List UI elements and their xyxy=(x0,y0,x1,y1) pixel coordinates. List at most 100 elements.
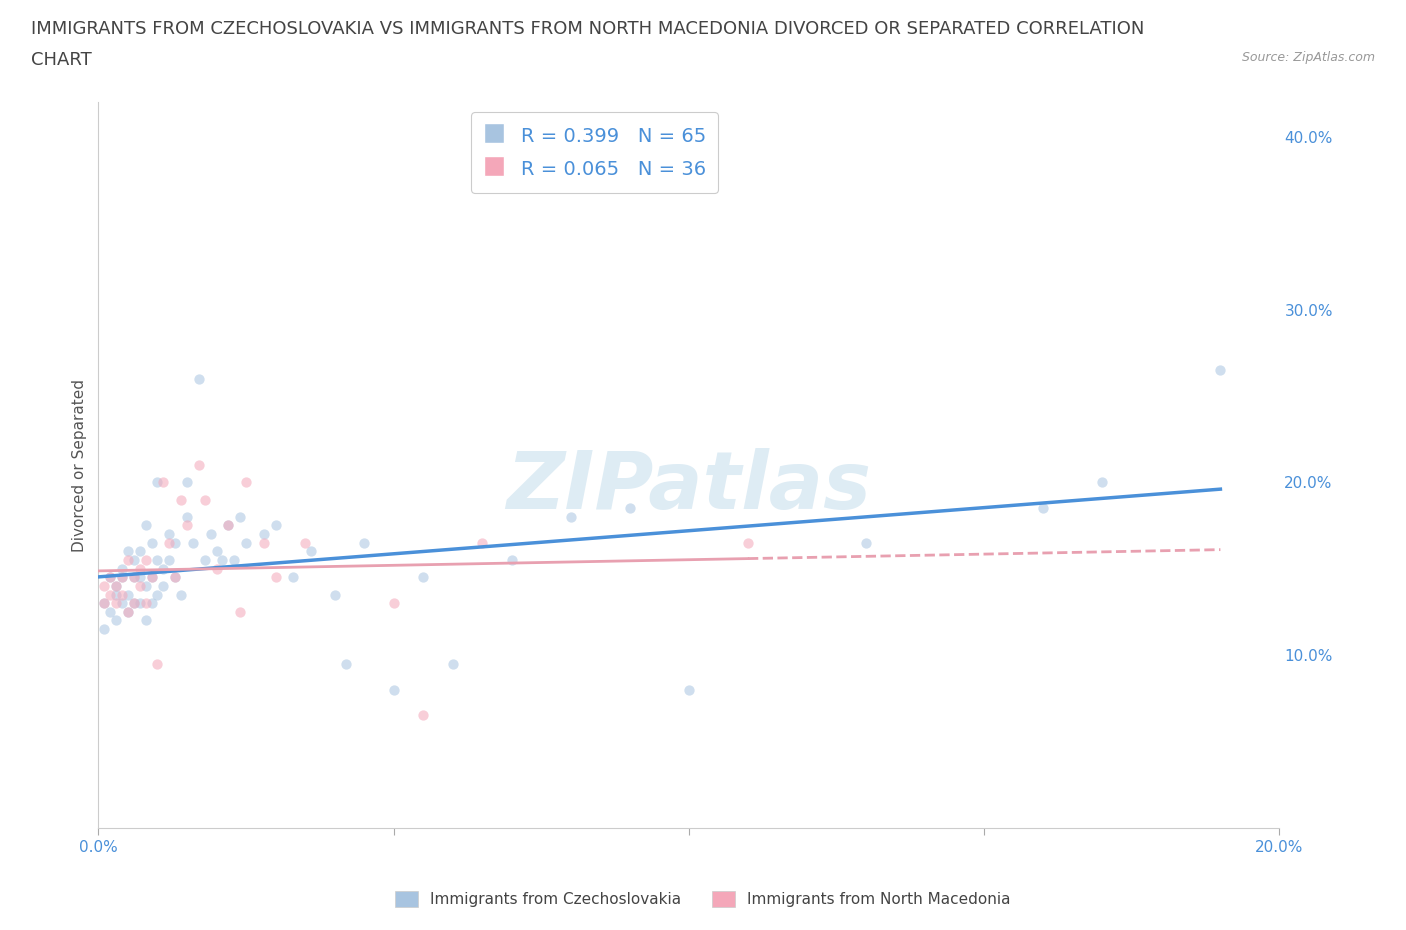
Point xyxy=(117,552,139,567)
Point xyxy=(135,613,157,628)
Point xyxy=(98,604,121,619)
Point xyxy=(678,682,700,697)
Point xyxy=(855,536,877,551)
Point xyxy=(412,570,434,585)
Point xyxy=(382,682,405,697)
Point xyxy=(105,587,128,602)
Text: Source: ZipAtlas.com: Source: ZipAtlas.com xyxy=(1241,51,1375,64)
Point xyxy=(264,570,287,585)
Point xyxy=(181,536,204,551)
Point xyxy=(353,536,375,551)
Point xyxy=(122,552,145,567)
Point xyxy=(128,596,150,611)
Point xyxy=(412,708,434,723)
Point xyxy=(111,570,134,585)
Point xyxy=(170,587,193,602)
Point xyxy=(111,561,134,576)
Point xyxy=(117,587,139,602)
Point xyxy=(105,596,128,611)
Point xyxy=(194,492,217,507)
Point xyxy=(105,613,128,628)
Text: IMMIGRANTS FROM CZECHOSLOVAKIA VS IMMIGRANTS FROM NORTH MACEDONIA DIVORCED OR SE: IMMIGRANTS FROM CZECHOSLOVAKIA VS IMMIGR… xyxy=(31,20,1144,38)
Point xyxy=(471,536,494,551)
Point xyxy=(157,552,180,567)
Point xyxy=(135,518,157,533)
Point xyxy=(93,596,115,611)
Point xyxy=(93,621,115,636)
Point xyxy=(217,518,239,533)
Point xyxy=(135,552,157,567)
Point xyxy=(111,596,134,611)
Text: CHART: CHART xyxy=(31,51,91,69)
Point xyxy=(441,657,464,671)
Point xyxy=(165,570,187,585)
Point xyxy=(382,596,405,611)
Point xyxy=(93,596,115,611)
Legend: R = 0.399   N = 65, R = 0.065   N = 36: R = 0.399 N = 65, R = 0.065 N = 36 xyxy=(471,112,718,193)
Point xyxy=(205,544,228,559)
Point xyxy=(152,561,174,576)
Legend: Immigrants from Czechoslovakia, Immigrants from North Macedonia: Immigrants from Czechoslovakia, Immigran… xyxy=(389,884,1017,913)
Point xyxy=(128,544,150,559)
Point xyxy=(283,570,305,585)
Point xyxy=(737,536,759,551)
Point xyxy=(141,570,163,585)
Point xyxy=(135,596,157,611)
Point xyxy=(117,544,139,559)
Point xyxy=(253,536,276,551)
Point xyxy=(194,552,217,567)
Point xyxy=(1032,500,1054,515)
Point xyxy=(176,475,198,490)
Point xyxy=(157,536,180,551)
Point xyxy=(122,570,145,585)
Point xyxy=(235,536,257,551)
Y-axis label: Divorced or Separated: Divorced or Separated xyxy=(72,379,87,551)
Point xyxy=(111,570,134,585)
Point xyxy=(141,536,163,551)
Point xyxy=(264,518,287,533)
Point xyxy=(217,518,239,533)
Point xyxy=(93,578,115,593)
Point xyxy=(98,587,121,602)
Point xyxy=(152,475,174,490)
Point xyxy=(619,500,641,515)
Point xyxy=(111,587,134,602)
Point xyxy=(224,552,246,567)
Point xyxy=(98,570,121,585)
Point xyxy=(122,596,145,611)
Point xyxy=(146,475,169,490)
Point xyxy=(1091,475,1114,490)
Point xyxy=(128,561,150,576)
Point xyxy=(165,536,187,551)
Point xyxy=(141,596,163,611)
Point xyxy=(122,596,145,611)
Point xyxy=(1209,363,1232,378)
Point xyxy=(146,552,169,567)
Point xyxy=(294,536,316,551)
Point xyxy=(229,510,252,525)
Point xyxy=(122,570,145,585)
Point xyxy=(187,458,209,472)
Point xyxy=(117,604,139,619)
Point xyxy=(299,544,322,559)
Point xyxy=(176,518,198,533)
Text: ZIPatlas: ZIPatlas xyxy=(506,447,872,525)
Point xyxy=(105,578,128,593)
Point xyxy=(560,510,582,525)
Point xyxy=(135,578,157,593)
Point xyxy=(335,657,357,671)
Point xyxy=(253,526,276,541)
Point xyxy=(165,570,187,585)
Point xyxy=(141,570,163,585)
Point xyxy=(170,492,193,507)
Point xyxy=(176,510,198,525)
Point xyxy=(128,578,150,593)
Point xyxy=(152,578,174,593)
Point xyxy=(146,657,169,671)
Point xyxy=(323,587,346,602)
Point xyxy=(200,526,222,541)
Point xyxy=(98,570,121,585)
Point xyxy=(157,526,180,541)
Point xyxy=(128,570,150,585)
Point xyxy=(187,371,209,386)
